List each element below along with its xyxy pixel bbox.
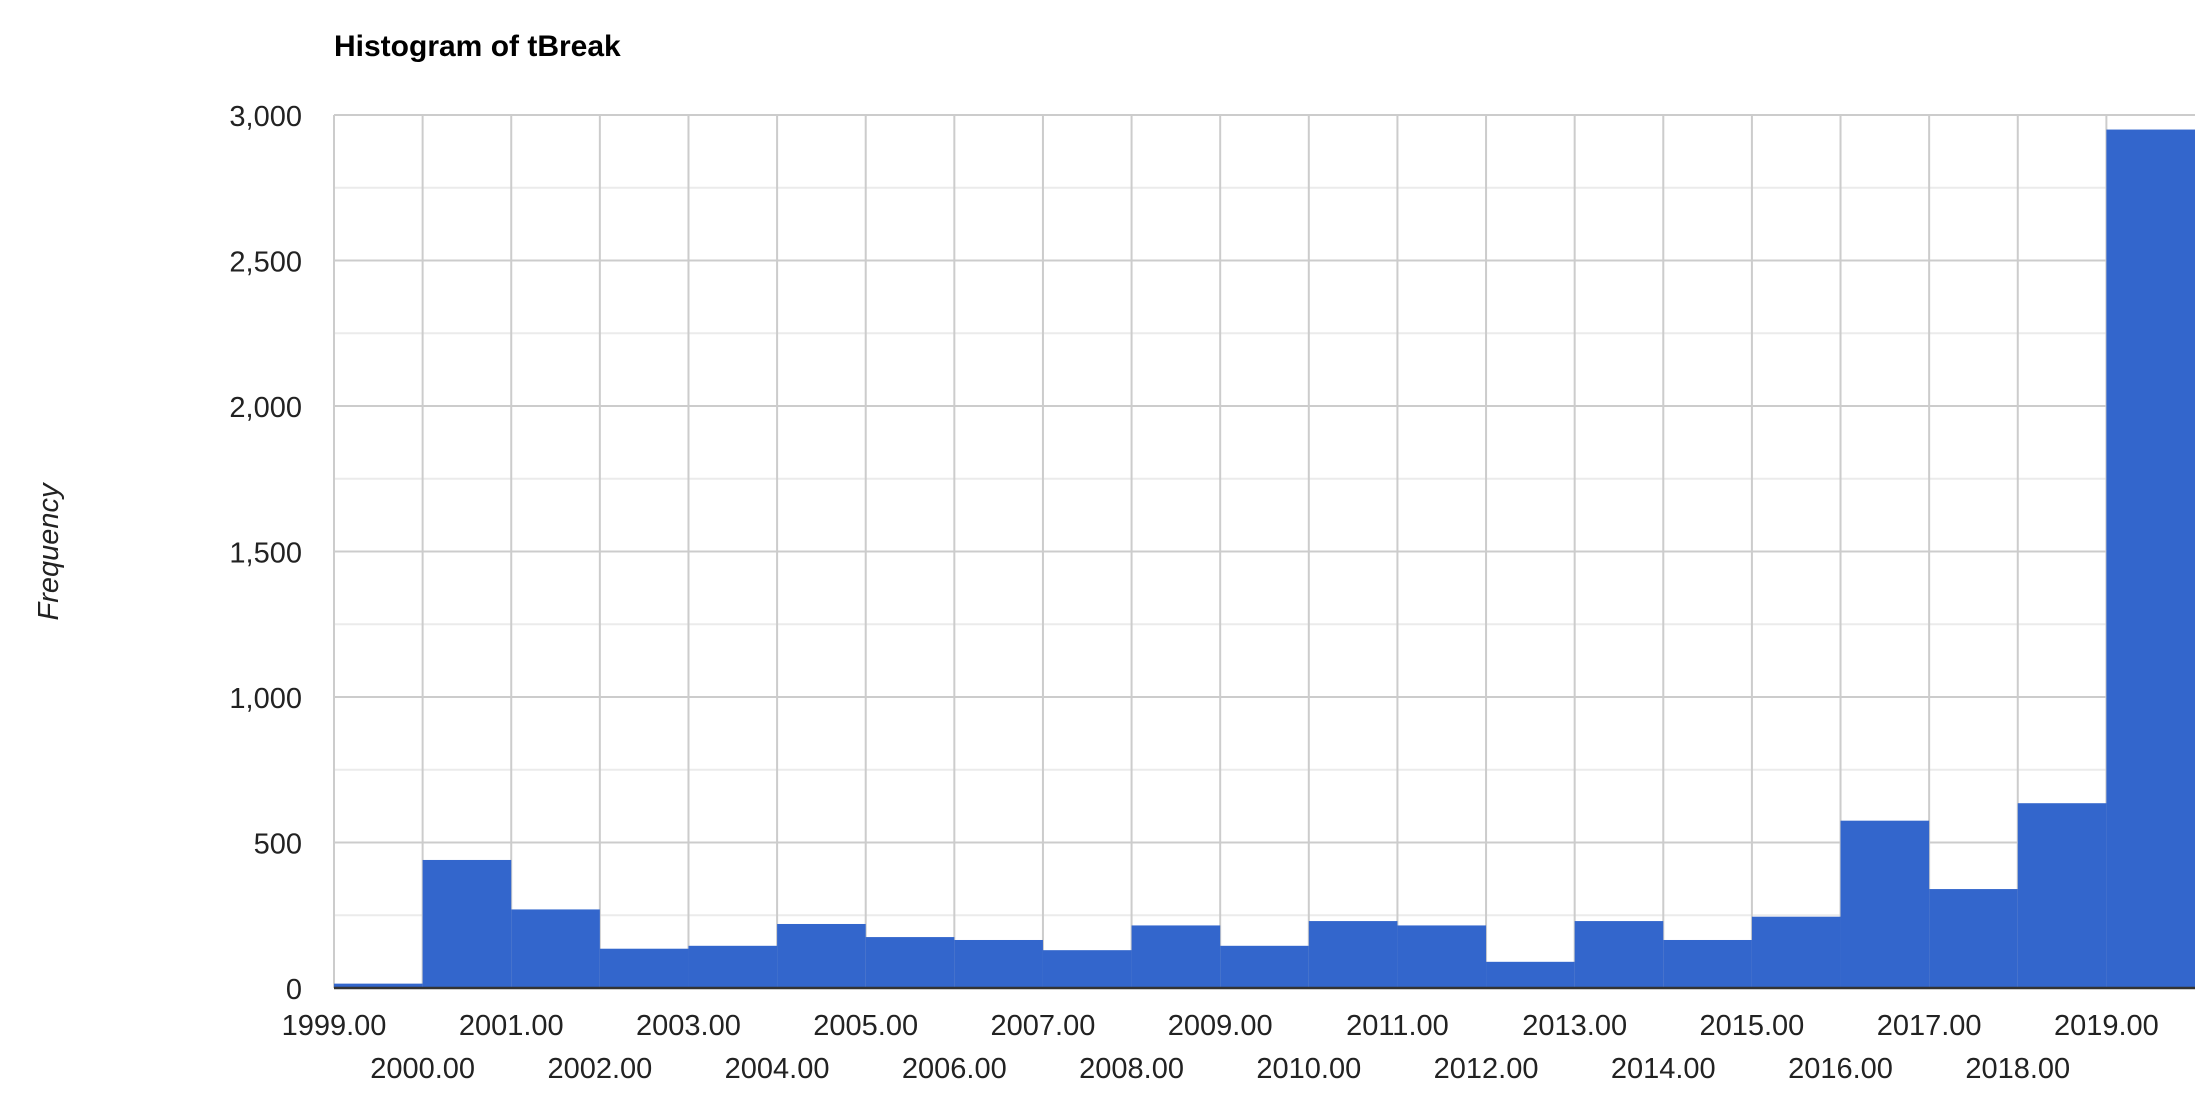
histogram-bar[interactable] bbox=[777, 923, 866, 988]
y-tick-label: 2,500 bbox=[229, 247, 302, 279]
x-tick-label: 2012.00 bbox=[1434, 1053, 1539, 1085]
x-tick-label: 2019.00 bbox=[2054, 1010, 2159, 1042]
histogram-bar[interactable] bbox=[1574, 921, 1664, 988]
x-tick-label: 2003.00 bbox=[636, 1010, 741, 1042]
histogram-bar[interactable] bbox=[2106, 129, 2195, 989]
x-tick-label: 2013.00 bbox=[1522, 1010, 1627, 1042]
grid-layer bbox=[333, 114, 2195, 988]
x-tick-label: 2002.00 bbox=[547, 1053, 652, 1085]
histogram-bar[interactable] bbox=[334, 983, 423, 988]
x-tick-label: 2017.00 bbox=[1877, 1010, 1982, 1042]
x-tick-label: 2005.00 bbox=[813, 1010, 918, 1042]
histogram-bar[interactable] bbox=[1308, 921, 1398, 988]
x-tick-label: 2007.00 bbox=[991, 1010, 1096, 1042]
histogram-bar[interactable] bbox=[1042, 950, 1132, 988]
histogram-bar[interactable] bbox=[1929, 889, 2018, 988]
x-tick-label: 2009.00 bbox=[1168, 1010, 1273, 1042]
histogram-bar[interactable] bbox=[1397, 925, 1487, 988]
y-tick-label: 2,000 bbox=[229, 392, 302, 424]
x-tick-label: 2004.00 bbox=[725, 1053, 830, 1085]
y-tick-label: 1,500 bbox=[229, 538, 302, 570]
x-tick-label: 1999.00 bbox=[282, 1010, 387, 1042]
histogram-bar[interactable] bbox=[511, 909, 600, 988]
histogram-bar[interactable] bbox=[688, 945, 778, 988]
x-tick-label: 2000.00 bbox=[370, 1053, 475, 1085]
y-tick-label: 3,000 bbox=[229, 101, 302, 133]
x-tick-label: 2006.00 bbox=[902, 1053, 1007, 1085]
x-tick-label: 2018.00 bbox=[1965, 1053, 2070, 1085]
histogram-bar[interactable] bbox=[1220, 945, 1309, 988]
x-tick-labels: 1999.00 2001.00 2003.00 2005.00 2007.00 2009.… bbox=[282, 1010, 2159, 1085]
histogram-bar[interactable] bbox=[599, 948, 689, 988]
histogram-bar[interactable] bbox=[1663, 939, 1752, 988]
y-tick-labels: 0 500 1,000 1,500 2,000 2,500 3,000 bbox=[229, 101, 302, 1006]
chart-title: Histogram of tBreak bbox=[334, 30, 621, 63]
histogram-bar[interactable] bbox=[1131, 925, 1221, 988]
x-tick-label: 2008.00 bbox=[1079, 1053, 1184, 1085]
y-tick-label: 500 bbox=[254, 829, 302, 861]
histogram-bar[interactable] bbox=[1751, 916, 1841, 988]
bars-layer bbox=[334, 129, 2195, 989]
histogram-bar[interactable] bbox=[954, 939, 1043, 988]
y-tick-label: 1,000 bbox=[229, 683, 302, 715]
x-tick-label: 2011.00 bbox=[1346, 1010, 1449, 1042]
histogram-bar[interactable] bbox=[1486, 961, 1575, 988]
y-axis-label: Frequency bbox=[33, 482, 65, 621]
x-tick-label: 2016.00 bbox=[1788, 1053, 1893, 1085]
histogram-bar[interactable] bbox=[1840, 820, 1930, 988]
y-tick-label: 0 bbox=[286, 974, 302, 1006]
histogram-bar[interactable] bbox=[2017, 803, 2107, 988]
x-tick-label: 2010.00 bbox=[1256, 1053, 1361, 1085]
x-tick-label: 2015.00 bbox=[1699, 1010, 1804, 1042]
x-tick-label: 2014.00 bbox=[1611, 1053, 1716, 1085]
x-tick-label: 2001.00 bbox=[459, 1010, 564, 1042]
histogram-bar[interactable] bbox=[422, 859, 512, 988]
histogram-bar[interactable] bbox=[865, 937, 955, 988]
